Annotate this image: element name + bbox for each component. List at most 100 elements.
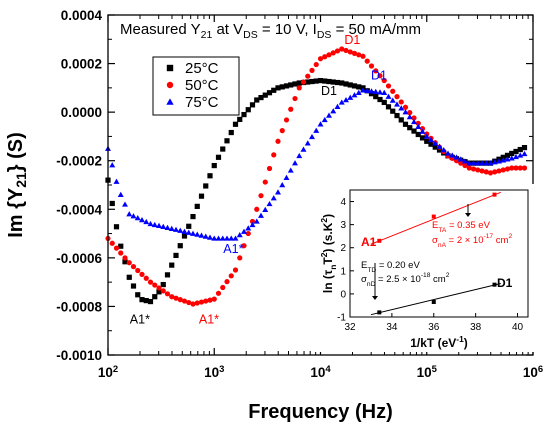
data-point — [134, 215, 141, 221]
data-point — [245, 107, 251, 113]
data-point — [249, 102, 256, 108]
inset-background — [312, 184, 534, 352]
data-point — [394, 112, 400, 119]
data-point — [398, 117, 404, 123]
data-point — [351, 92, 358, 98]
inset-frame — [349, 189, 529, 318]
data-point — [113, 224, 120, 230]
data-point — [513, 165, 519, 171]
data-point — [186, 299, 192, 306]
data-point — [283, 174, 290, 180]
data-point — [305, 79, 311, 85]
data-point — [139, 216, 145, 223]
data-point — [322, 54, 328, 60]
point-label: A1* — [223, 242, 243, 256]
inset-y-tick-label: 1 — [340, 266, 346, 277]
y-axis-title: Im {Y21} (S) — [5, 132, 29, 238]
data-point — [258, 193, 264, 199]
data-point — [143, 275, 149, 281]
data-point — [338, 99, 345, 105]
data-point — [313, 127, 320, 133]
data-point — [152, 294, 158, 300]
inset-note: σnA = 2 × 10-17 cm2 — [432, 233, 512, 249]
data-point — [152, 282, 158, 288]
data-point — [194, 300, 200, 306]
data-point — [279, 84, 285, 90]
legend-marker — [166, 98, 174, 105]
data-point — [309, 67, 315, 73]
data-point — [402, 121, 409, 127]
data-point — [347, 94, 354, 100]
data-point — [330, 108, 337, 114]
data-point — [236, 232, 243, 238]
data-point — [118, 243, 124, 249]
data-point — [279, 182, 286, 188]
data-point — [398, 99, 404, 105]
data-point — [470, 166, 477, 172]
data-point — [343, 47, 349, 54]
data-point — [207, 234, 213, 240]
data-point — [419, 135, 426, 141]
data-point — [330, 79, 336, 85]
point-label: A1* — [199, 312, 219, 326]
data-point — [168, 225, 175, 231]
data-point — [275, 85, 281, 91]
data-point — [228, 273, 234, 279]
data-point — [271, 87, 277, 93]
data-point — [479, 168, 485, 174]
data-point — [224, 235, 230, 241]
data-point — [130, 283, 137, 289]
data-point — [508, 155, 515, 161]
inset-data-point — [377, 310, 382, 315]
data-point — [385, 104, 392, 110]
data-point — [347, 82, 353, 88]
data-point — [517, 165, 523, 171]
point-label: D1 — [321, 84, 337, 98]
data-point — [207, 297, 213, 303]
data-point — [118, 250, 124, 256]
inset-y-tick-label: -1 — [337, 313, 346, 324]
data-point — [177, 227, 184, 233]
data-point — [275, 189, 281, 195]
data-point — [394, 101, 400, 107]
data-point — [440, 147, 447, 153]
data-point — [237, 116, 243, 123]
data-point — [457, 156, 464, 162]
inset-arrowhead — [372, 296, 378, 300]
data-point — [517, 152, 524, 158]
x-tick-label: 105 — [417, 364, 437, 380]
data-point — [317, 56, 324, 62]
data-point — [411, 118, 417, 125]
data-point — [288, 82, 294, 88]
data-point — [126, 211, 133, 217]
data-point — [279, 128, 285, 134]
y-tick-label: 0.0004 — [61, 8, 103, 23]
data-point — [241, 111, 247, 118]
data-point — [436, 147, 443, 153]
data-point — [143, 218, 150, 225]
data-point — [300, 146, 307, 152]
series-2 — [105, 87, 528, 241]
inset-data-point — [492, 192, 497, 197]
data-point — [283, 83, 290, 89]
data-point — [228, 235, 235, 241]
series-1 — [105, 46, 528, 307]
y-tick-label: 0.0002 — [61, 57, 102, 72]
data-point — [300, 79, 307, 85]
data-point — [326, 52, 332, 58]
data-point — [390, 108, 396, 114]
data-point — [211, 235, 218, 241]
data-point — [368, 63, 375, 69]
x-tick-label: 103 — [204, 364, 224, 380]
data-point — [135, 292, 141, 298]
data-point — [419, 128, 426, 134]
data-point — [126, 260, 132, 266]
data-point — [309, 78, 315, 85]
inset-fit-line — [370, 283, 501, 316]
data-point — [364, 87, 371, 94]
data-point — [402, 104, 409, 110]
legend-label: 75°C — [185, 94, 219, 111]
data-point — [258, 212, 264, 218]
data-point — [470, 160, 477, 166]
inset-x-tick-label: 36 — [428, 322, 440, 333]
